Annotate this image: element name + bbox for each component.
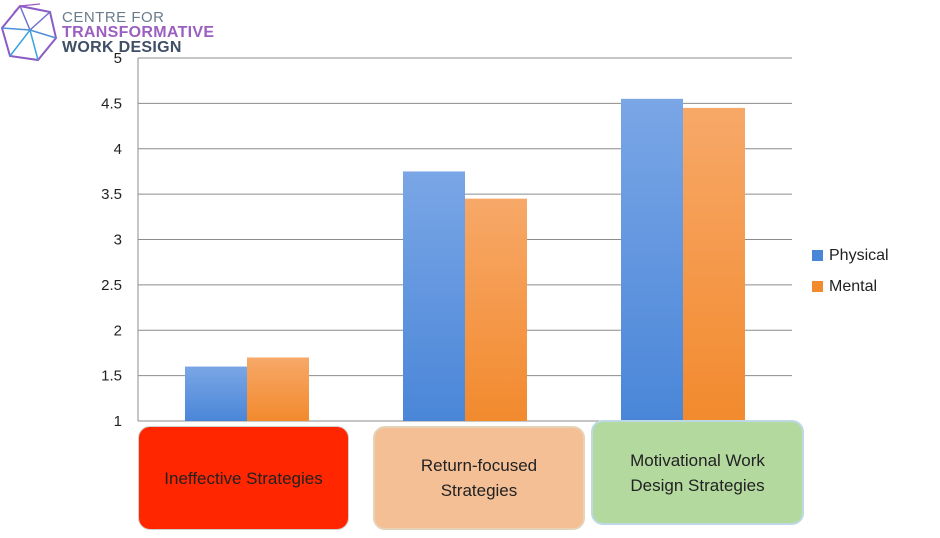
legend-label-mental: Mental — [829, 277, 878, 295]
legend-swatch-mental — [812, 281, 823, 292]
logo-wordmark: CENTRE FOR TRANSFORMATIVE WORK DESIGN — [62, 9, 215, 56]
category-label-motivational: Motivational Work Design Strategies — [630, 450, 765, 495]
y-tick-label: 1 — [114, 413, 122, 430]
logo-line-2: TRANSFORMATIVE — [62, 24, 215, 41]
y-tick-label: 2.5 — [101, 277, 122, 294]
bar-mental-1 — [465, 198, 527, 421]
category-box-return-focused: Return-focused Strategies — [373, 426, 585, 530]
bar-physical-2 — [621, 98, 683, 422]
y-tick-label: 4.5 — [101, 95, 122, 112]
bar-mental-0 — [247, 357, 309, 421]
bar-mental-2 — [683, 107, 745, 421]
y-tick-label: 5 — [114, 50, 122, 67]
logo-line-1: CENTRE FOR — [62, 9, 165, 26]
y-tick-label: 1.5 — [101, 368, 122, 385]
bars — [185, 98, 745, 422]
y-axis-ticks: 1 1.5 2 2.5 3 3.5 4 4.5 5 — [101, 50, 122, 430]
y-tick-label: 3.5 — [101, 186, 122, 203]
brand-logo: CENTRE FOR TRANSFORMATIVE WORK DESIGN — [0, 0, 240, 66]
logo-line-3: WORK DESIGN — [62, 39, 182, 56]
logo-mark-icon — [0, 3, 58, 62]
legend-item-mental: Mental — [812, 271, 889, 302]
y-tick-label: 3 — [114, 232, 122, 249]
legend-label-physical: Physical — [829, 246, 889, 264]
y-tick-label: 2 — [114, 322, 122, 339]
category-label-ineffective: Ineffective Strategies — [164, 468, 323, 488]
legend-item-physical: Physical — [812, 240, 889, 271]
category-box-motivational: Motivational Work Design Strategies — [591, 420, 804, 525]
legend: Physical Mental — [812, 240, 889, 302]
category-box-ineffective: Ineffective Strategies — [138, 426, 349, 530]
bar-physical-0 — [185, 366, 247, 421]
legend-swatch-physical — [812, 250, 823, 261]
category-label-return-focused: Return-focused Strategies — [420, 456, 538, 500]
y-tick-label: 4 — [114, 141, 122, 158]
bar-physical-1 — [403, 171, 465, 421]
